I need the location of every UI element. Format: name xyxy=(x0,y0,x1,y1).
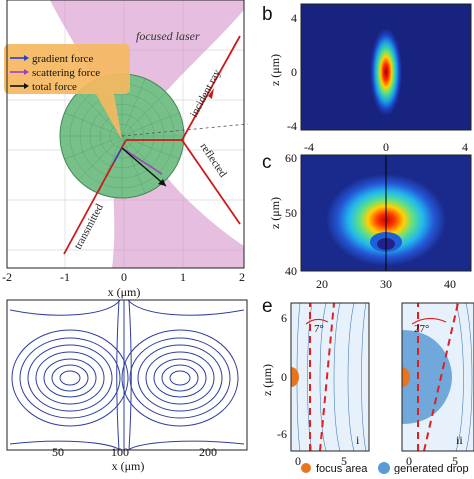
panel-b-y-label: z (μm) xyxy=(268,54,282,86)
b-ytick-0: 0 xyxy=(291,65,297,79)
panel-a: focused laser xyxy=(0,0,252,299)
panel-e-y-label: z (μm) xyxy=(260,364,274,396)
c-xtick-40: 40 xyxy=(444,277,456,291)
e-ytick-6: 6 xyxy=(281,311,287,325)
tick-x-2: 2 xyxy=(239,270,245,284)
c-ytick-50: 50 xyxy=(285,206,297,220)
panel-e-letter: e xyxy=(262,296,273,317)
force-legend: gradient force scattering force total fo… xyxy=(4,44,130,140)
c-ytick-60: 60 xyxy=(285,151,297,165)
panel-c-letter: c xyxy=(262,152,272,173)
e-xtick-ii-5: 5 xyxy=(452,454,458,468)
panel-a-frame xyxy=(6,0,245,269)
d-xtick-100: 100 xyxy=(111,445,129,459)
panel-e: e 7° i xyxy=(260,296,474,475)
legend-focus-area: focus area xyxy=(316,463,368,474)
tick-x-neg1: -1 xyxy=(60,270,70,284)
d-xtick-50: 50 xyxy=(52,445,64,459)
legend-total-force: total force xyxy=(32,81,77,93)
tick-x-0: 0 xyxy=(121,270,127,284)
d-xtick-200: 200 xyxy=(199,445,217,459)
e-xtick-i-5: 5 xyxy=(341,454,347,468)
panel-b: b z (μm) 4 0 -4 -4 0 4 xyxy=(262,3,472,154)
panel-d-x-label: x (μm) xyxy=(112,459,145,473)
b-xtick-0: 0 xyxy=(383,140,389,154)
incident-arrowhead xyxy=(208,88,214,99)
b-xtick-neg4: -4 xyxy=(304,140,314,154)
intensity-map-b xyxy=(370,28,402,116)
tick-x-neg2: -2 xyxy=(2,270,12,284)
panel-d: 50 100 200 x (μm) xyxy=(6,299,248,473)
legend-gradient-force: gradient force xyxy=(32,53,93,65)
tick-x-1: 1 xyxy=(180,270,186,284)
b-ytick-4: 4 xyxy=(291,11,297,25)
c-xtick-20: 20 xyxy=(316,277,328,291)
panel-a-x-label: x (μm) xyxy=(108,285,141,299)
angle-ii: 27° xyxy=(414,323,429,335)
e-ytick-neg6: -6 xyxy=(277,427,287,441)
legend-scattering-force: scattering force xyxy=(32,67,100,79)
panel-c-y-label: z (μm) xyxy=(268,197,282,229)
c-ytick-40: 40 xyxy=(285,264,297,278)
sub-label-ii: ii xyxy=(456,433,463,447)
panel-e-legend: focus area generated drop xyxy=(301,462,469,475)
e-xtick-i-0: 0 xyxy=(295,454,301,468)
e-xtick-ii-0: 0 xyxy=(406,454,412,468)
e-ytick-0: 0 xyxy=(281,370,287,384)
streamlines xyxy=(9,300,245,450)
panel-e-ii: 27° ii xyxy=(401,302,474,452)
force-vectors xyxy=(113,147,167,187)
angle-i: 7° xyxy=(314,323,324,335)
laser-label: focused laser xyxy=(136,29,200,43)
panel-b-letter: b xyxy=(262,4,273,25)
panel-c: c z (μm) 60 50 40 20 30 40 xyxy=(262,151,472,291)
b-ytick-neg4: -4 xyxy=(287,119,297,133)
c-xtick-30: 30 xyxy=(380,277,392,291)
legend-generated-drop: generated drop xyxy=(394,463,469,474)
panel-a-x-ticks: -2 -1 0 1 2 xyxy=(2,270,245,284)
b-xtick-4: 4 xyxy=(462,140,468,154)
panel-e-i: 7° i xyxy=(290,302,370,452)
sub-label-i: i xyxy=(356,433,360,447)
